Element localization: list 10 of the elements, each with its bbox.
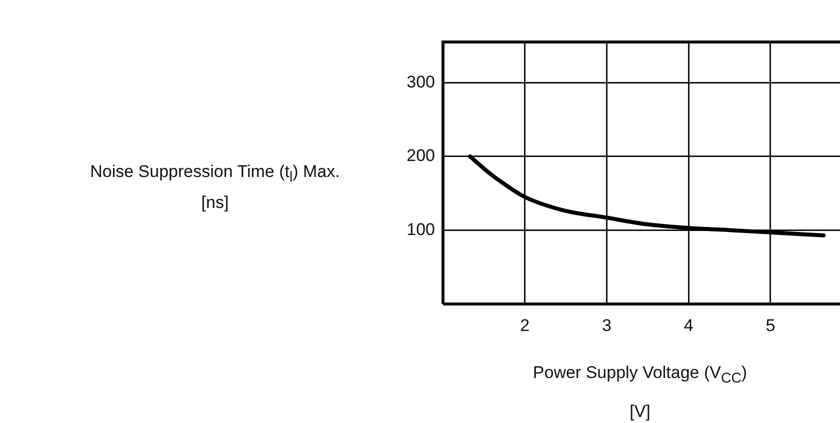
text: Noise Suppression Time (t$_{l}$) Max. [ns] [90,162,340,212]
x-tick-label: 5 [766,316,776,335]
x-tick-label: 2 [520,316,530,335]
y-tick-label: 200 [406,146,435,166]
x-tick-label: 4 [684,316,694,335]
x-tick-label: 3 [602,316,612,335]
line-series [468,154,826,238]
text: Power Supply Voltage (V$_{CC}$) [V] [532,363,748,422]
y-tick-label: 100 [406,220,435,239]
y-tick-label: 300 [406,72,435,92]
